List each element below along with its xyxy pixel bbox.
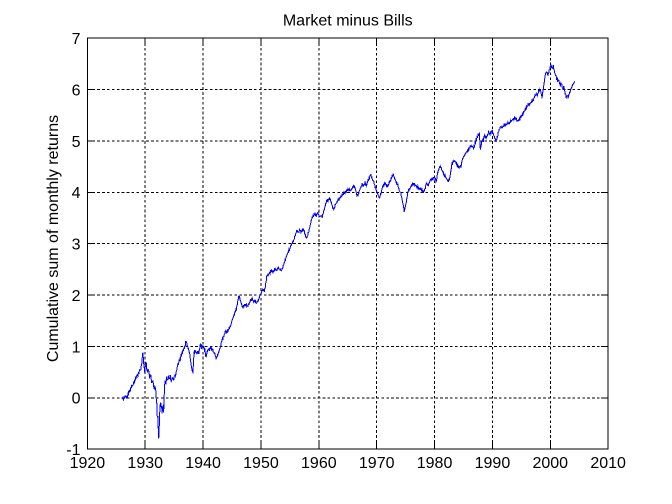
svg-text:1930: 1930 — [127, 455, 163, 472]
svg-text:2000: 2000 — [532, 455, 568, 472]
svg-text:1950: 1950 — [243, 455, 279, 472]
svg-text:Cumulative sum of monthly retu: Cumulative sum of monthly returns — [45, 115, 62, 362]
svg-text:1940: 1940 — [185, 455, 221, 472]
svg-text:-1: -1 — [66, 442, 80, 459]
svg-text:1: 1 — [72, 339, 81, 356]
svg-text:2: 2 — [72, 288, 81, 305]
svg-text:1990: 1990 — [475, 455, 511, 472]
svg-text:1980: 1980 — [417, 455, 453, 472]
svg-text:1920: 1920 — [70, 455, 106, 472]
svg-text:Market minus Bills: Market minus Bills — [283, 13, 413, 30]
svg-text:5: 5 — [72, 134, 81, 151]
svg-text:3: 3 — [72, 237, 81, 254]
svg-text:0: 0 — [72, 391, 81, 408]
svg-text:2010: 2010 — [590, 455, 626, 472]
svg-text:4: 4 — [72, 185, 81, 202]
svg-text:7: 7 — [72, 31, 81, 48]
svg-text:1960: 1960 — [301, 455, 337, 472]
svg-text:6: 6 — [72, 82, 81, 99]
svg-text:1970: 1970 — [359, 455, 395, 472]
